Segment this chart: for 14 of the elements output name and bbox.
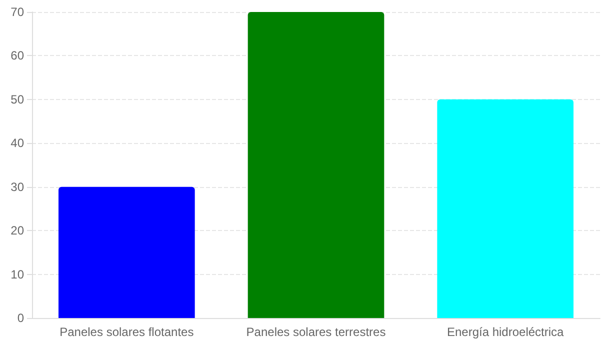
y-tick-label: 0 — [17, 311, 24, 325]
x-tick-label: Energía hidroeléctrica — [446, 325, 564, 339]
y-tick-label: 70 — [10, 5, 24, 19]
y-tick-label: 30 — [10, 180, 24, 194]
y-tick-label: 10 — [10, 267, 24, 282]
x-tick-label: Paneles solares flotantes — [60, 325, 194, 339]
bar — [58, 186, 195, 318]
bar — [248, 12, 384, 318]
y-tick-label: 60 — [10, 48, 24, 63]
y-tick-label: 40 — [10, 136, 24, 150]
bar — [437, 99, 574, 318]
y-tick-label: 50 — [10, 92, 24, 106]
y-tick-label: 20 — [10, 224, 24, 238]
x-tick-label: Paneles solares terrestres — [246, 325, 386, 339]
